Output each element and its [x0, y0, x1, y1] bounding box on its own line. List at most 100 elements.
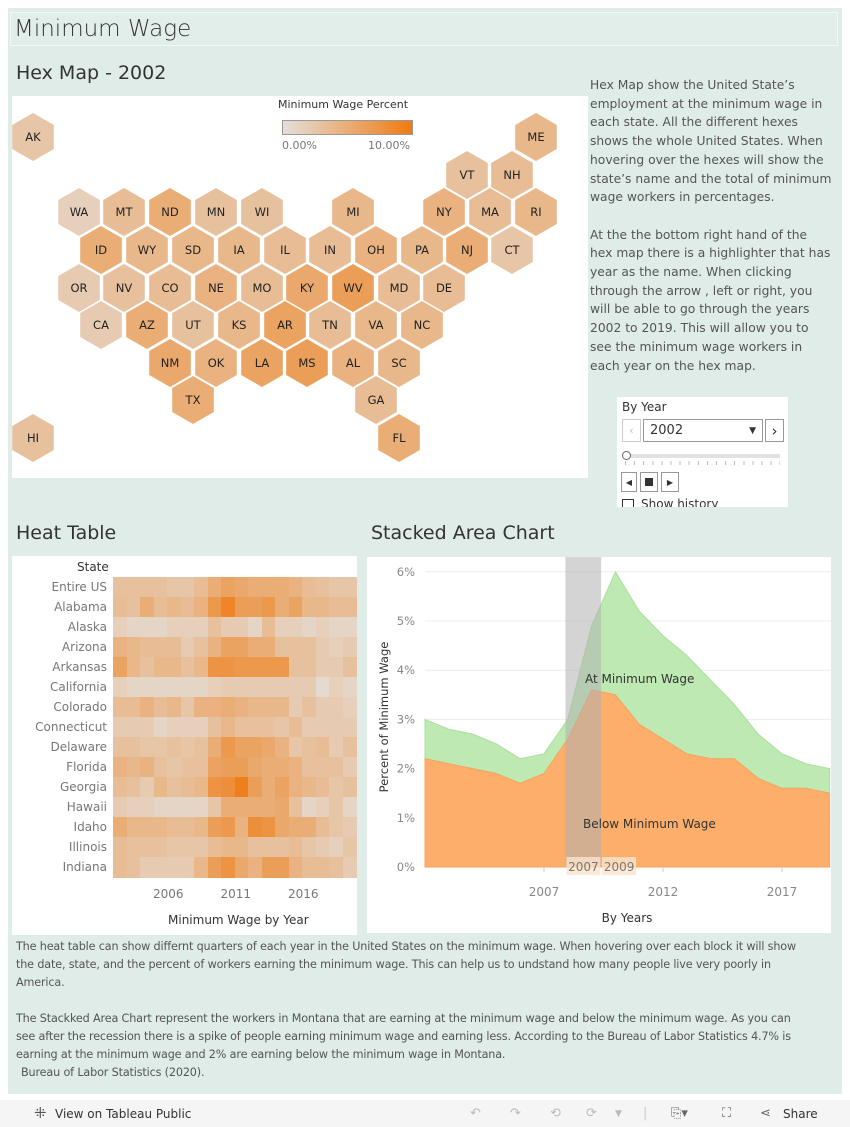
heat-cell[interactable]	[261, 837, 276, 858]
heat-cell[interactable]	[221, 757, 235, 778]
hex-nc[interactable]: NC	[401, 301, 443, 349]
heat-cell[interactable]	[342, 797, 357, 818]
hex-ut[interactable]: UT	[172, 301, 214, 349]
heat-cell[interactable]	[207, 617, 222, 638]
heat-cell[interactable]	[207, 597, 222, 618]
heat-cell[interactable]	[167, 637, 181, 658]
heat-cell[interactable]	[329, 797, 343, 818]
hex-shape[interactable]	[80, 301, 122, 349]
heat-cell[interactable]	[180, 777, 195, 798]
hex-shape[interactable]	[355, 376, 397, 424]
heat-cell[interactable]	[167, 677, 181, 698]
hex-shape[interactable]	[172, 226, 214, 274]
heat-cell[interactable]	[221, 717, 235, 738]
hex-co[interactable]: CO	[149, 264, 191, 312]
heat-cell[interactable]	[329, 617, 343, 638]
hex-shape[interactable]	[241, 339, 283, 387]
hex-shape[interactable]	[195, 264, 237, 312]
heat-cell[interactable]	[342, 617, 357, 638]
heat-cell[interactable]	[234, 857, 249, 878]
heat-cell[interactable]	[288, 837, 303, 858]
heat-cell[interactable]	[221, 857, 235, 878]
heat-cell[interactable]	[126, 617, 141, 638]
heat-cell[interactable]	[275, 837, 289, 858]
heat-cell[interactable]	[113, 777, 127, 798]
heat-cell[interactable]	[315, 837, 330, 858]
heat-cell[interactable]	[302, 817, 316, 838]
hex-wi[interactable]: WI	[241, 188, 283, 236]
hex-mn[interactable]: MN	[195, 188, 237, 236]
heat-cell[interactable]	[180, 577, 195, 598]
heat-cell[interactable]	[302, 857, 316, 878]
heat-cell[interactable]	[194, 737, 208, 758]
heat-cell[interactable]	[302, 677, 316, 698]
hex-shape[interactable]	[446, 226, 488, 274]
hex-shape[interactable]	[332, 339, 374, 387]
heat-cell[interactable]	[221, 817, 235, 838]
heat-cell[interactable]	[329, 677, 343, 698]
heat-cell[interactable]	[234, 597, 249, 618]
heat-cell[interactable]	[302, 637, 316, 658]
year-dropdown[interactable]: 2002 ▼	[643, 419, 763, 442]
heat-cell[interactable]	[167, 597, 181, 618]
hex-shape[interactable]	[195, 339, 237, 387]
hex-shape[interactable]	[378, 339, 420, 387]
heat-cell[interactable]	[261, 737, 276, 758]
hex-nv[interactable]: NV	[103, 264, 145, 312]
heat-cell[interactable]	[288, 797, 303, 818]
heat-cell[interactable]	[221, 597, 235, 618]
heat-cell[interactable]	[315, 717, 330, 738]
heat-cell[interactable]	[113, 817, 127, 838]
heat-cell[interactable]	[302, 597, 316, 618]
hex-ma[interactable]: MA	[469, 188, 511, 236]
hex-or[interactable]: OR	[58, 264, 100, 312]
heat-cell[interactable]	[275, 577, 289, 598]
heat-cell[interactable]	[140, 677, 154, 698]
stop-button[interactable]	[640, 472, 658, 492]
heat-cell[interactable]	[329, 857, 343, 878]
hex-shape[interactable]	[286, 264, 328, 312]
heat-cell[interactable]	[248, 597, 262, 618]
hex-shape[interactable]	[515, 188, 557, 236]
heat-cell[interactable]	[113, 717, 127, 738]
heat-cell[interactable]	[167, 577, 181, 598]
hex-shape[interactable]	[172, 376, 214, 424]
heat-cell[interactable]	[140, 837, 154, 858]
hex-sc[interactable]: SC	[378, 339, 420, 387]
hex-shape[interactable]	[126, 301, 168, 349]
refresh-icon[interactable]: ⟳	[586, 1106, 597, 1121]
heat-cell[interactable]	[248, 657, 262, 678]
heat-cell[interactable]	[234, 777, 249, 798]
heat-cell[interactable]	[329, 597, 343, 618]
heat-cell[interactable]	[140, 657, 154, 678]
heat-cell[interactable]	[153, 717, 168, 738]
heat-cell[interactable]	[315, 617, 330, 638]
heat-cell[interactable]	[113, 677, 127, 698]
heat-cell[interactable]	[194, 837, 208, 858]
hex-il[interactable]: IL	[264, 226, 306, 274]
heat-cell[interactable]	[194, 857, 208, 878]
hex-in[interactable]: IN	[309, 226, 351, 274]
heat-cell[interactable]	[261, 857, 276, 878]
heat-cell[interactable]	[140, 857, 154, 878]
heat-cell[interactable]	[342, 577, 357, 598]
heat-cell[interactable]	[153, 617, 168, 638]
hex-ms[interactable]: MS	[286, 339, 328, 387]
heat-cell[interactable]	[342, 777, 357, 798]
heat-cell[interactable]	[140, 757, 154, 778]
heat-cell[interactable]	[234, 717, 249, 738]
hex-ok[interactable]: OK	[195, 339, 237, 387]
heat-cell[interactable]	[234, 797, 249, 818]
hex-pa[interactable]: PA	[401, 226, 443, 274]
hex-wv[interactable]: WV	[332, 264, 374, 312]
heat-cell[interactable]	[126, 577, 141, 598]
heat-cell[interactable]	[153, 817, 168, 838]
hex-shape[interactable]	[149, 339, 191, 387]
heat-cell[interactable]	[329, 837, 343, 858]
hex-shape[interactable]	[241, 264, 283, 312]
hex-shape[interactable]	[491, 226, 533, 274]
heat-cell[interactable]	[113, 657, 127, 678]
heat-cell[interactable]	[315, 657, 330, 678]
heat-cell[interactable]	[261, 657, 276, 678]
hex-ne[interactable]: NE	[195, 264, 237, 312]
